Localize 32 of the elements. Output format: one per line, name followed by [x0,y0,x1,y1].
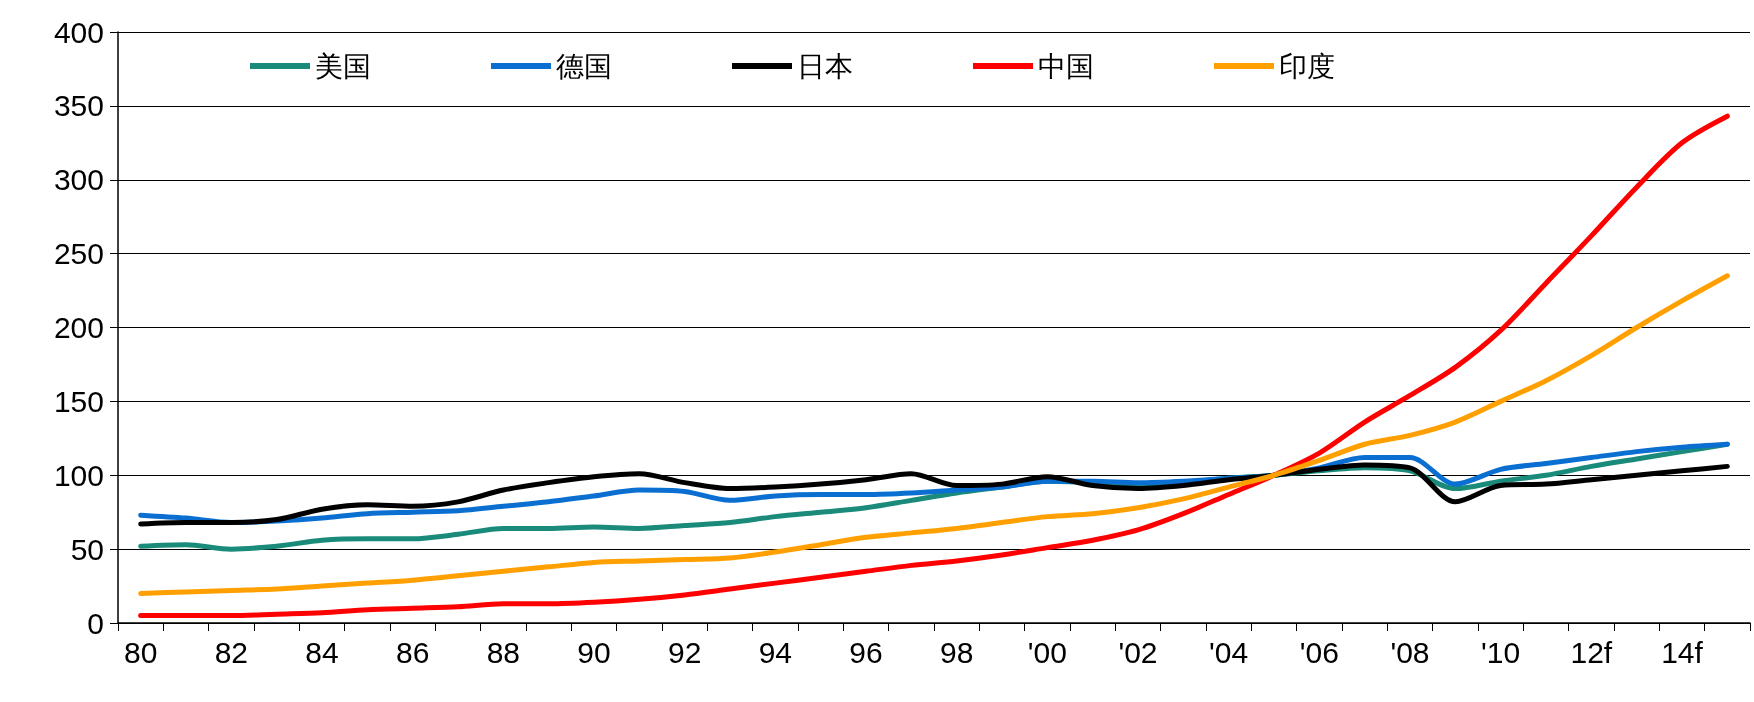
legend-label: 印度 [1279,50,1335,82]
x-tick-label: '04 [1209,635,1249,669]
y-tick-label: 50 [70,532,104,566]
x-tick-label: 86 [395,635,430,669]
x-tick-label: 88 [486,635,521,669]
y-tick-label: 200 [53,311,104,344]
x-tick-label: 96 [849,635,883,669]
x-tick-label: '08 [1390,635,1430,669]
x-tick-label: 84 [305,635,339,669]
y-tick-label: 300 [53,163,104,197]
x-tick-label: 90 [577,635,611,669]
y-tick-label: 400 [53,15,104,49]
x-tick-label: 94 [758,635,793,669]
y-tick-label: 100 [53,458,104,492]
y-tick-label: 150 [53,384,104,418]
legend-label: 美国 [315,50,371,82]
x-tick-label: '02 [1118,635,1158,669]
x-tick-label: 98 [939,635,974,669]
y-tick-label: 250 [53,237,104,271]
x-tick-label: 14f [1661,635,1704,669]
x-tick-label: '06 [1299,635,1339,669]
x-tick-label: '10 [1481,635,1521,669]
x-tick-label: 82 [214,635,249,669]
x-tick-label: 12f [1570,635,1613,669]
x-tick-label: '00 [1027,635,1067,669]
legend-label: 日本 [797,50,853,82]
legend-label: 中国 [1038,50,1094,82]
x-tick-label: 92 [667,635,702,669]
y-tick-label: 350 [53,89,104,123]
x-tick-label: 80 [123,635,158,669]
y-tick-label: 0 [87,606,104,640]
legend-label: 德国 [556,50,612,82]
